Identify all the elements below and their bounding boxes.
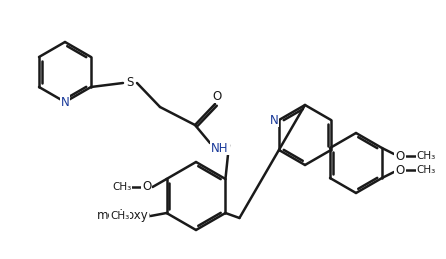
Text: N: N	[61, 96, 70, 109]
Text: CH₃: CH₃	[110, 211, 129, 221]
Text: methoxy: methoxy	[97, 210, 149, 222]
Text: O: O	[142, 181, 151, 193]
Text: O: O	[212, 90, 222, 103]
Text: CH₃: CH₃	[417, 151, 436, 161]
Text: S: S	[126, 76, 134, 90]
Text: N: N	[270, 113, 278, 126]
Text: CH₃: CH₃	[417, 165, 436, 175]
Text: NH: NH	[211, 141, 229, 155]
Text: O: O	[395, 163, 405, 176]
Text: CH₃: CH₃	[112, 182, 131, 192]
Text: O: O	[395, 149, 405, 162]
Text: O: O	[140, 210, 149, 222]
